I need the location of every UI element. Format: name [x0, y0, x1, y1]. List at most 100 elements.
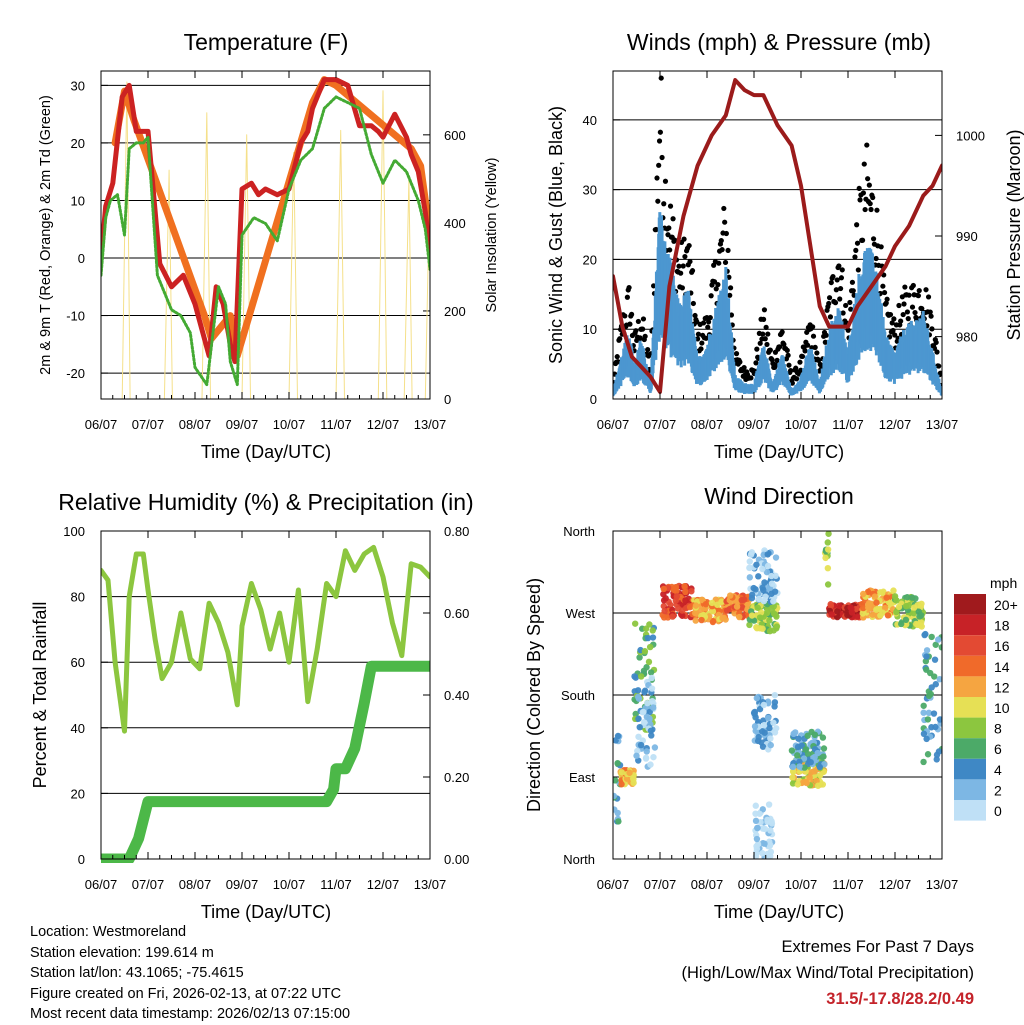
gust-dot	[901, 301, 906, 306]
gust-dot	[657, 138, 662, 143]
direction-point	[795, 781, 801, 787]
winds-ytick-label: 30	[583, 183, 597, 198]
winds-ytick-right-label: 980	[956, 330, 978, 345]
gust-dot	[870, 195, 875, 200]
direction-point	[638, 673, 644, 679]
temperature-title: Temperature (F)	[184, 29, 349, 55]
gust-dot	[764, 342, 769, 347]
direction-point	[883, 594, 889, 600]
direction-point	[834, 608, 840, 614]
temperature-ytick-right-label: 200	[444, 304, 466, 319]
direction-point	[934, 756, 940, 762]
direction-point	[754, 825, 760, 831]
station-elevation: Station elevation: 199.614 m	[30, 943, 350, 964]
direction-point	[757, 625, 763, 631]
direction-point	[721, 615, 727, 621]
gust-dot	[923, 287, 928, 292]
temperature-xtick-label: 09/07	[226, 417, 259, 432]
direction-point	[931, 710, 937, 716]
gust-dot	[856, 267, 861, 272]
direction-point	[681, 583, 687, 589]
direction-point	[650, 634, 656, 640]
direction-point	[918, 601, 924, 607]
gust-dot	[734, 351, 739, 356]
gust-dot	[753, 360, 758, 365]
gust-dot	[715, 282, 720, 287]
direction-point	[619, 769, 625, 775]
gust-dot	[833, 300, 838, 305]
direction-point	[644, 700, 650, 706]
gust-dot	[879, 244, 884, 249]
direction-point	[811, 754, 817, 760]
gust-dot	[754, 347, 759, 352]
extremes-values: 31.5/-17.8/28.2/0.49	[681, 986, 974, 1012]
gust-dot	[851, 288, 856, 293]
direction-point	[640, 709, 646, 715]
gust-dot	[841, 310, 846, 315]
temperature-ytick-label: 10	[71, 193, 85, 208]
direction-xtick-label: 06/07	[597, 877, 630, 892]
gust-dot	[748, 375, 753, 380]
gust-dot	[838, 286, 843, 291]
gust-dot	[890, 328, 895, 333]
colorbar-swatch	[954, 594, 986, 615]
gust-dot	[721, 206, 726, 211]
humidity-ytick-right-label: 0.20	[444, 770, 469, 785]
direction-point	[710, 619, 716, 625]
gust-dot	[855, 241, 860, 246]
direction-point	[754, 836, 760, 842]
winds-ylabel-left: Sonic Wind & Gust (Blue, Black)	[546, 106, 566, 364]
gust-dot	[885, 297, 890, 302]
direction-ytick-label: East	[569, 770, 595, 785]
direction-point	[635, 687, 641, 693]
gust-dot	[764, 325, 769, 330]
gust-dot	[836, 263, 841, 268]
gust-dot	[640, 327, 645, 332]
gust-dot	[839, 275, 844, 280]
gust-dot	[691, 301, 696, 306]
gust-dot	[708, 315, 713, 320]
direction-point	[703, 601, 709, 607]
direction-ylabel-left: Direction (Colored By Speed)	[524, 578, 544, 812]
direction-point	[877, 612, 883, 618]
colorbar-swatch	[954, 779, 986, 800]
gust-dot	[627, 322, 632, 327]
gust-dot	[681, 237, 686, 242]
gust-dot	[728, 285, 733, 290]
direction-point	[790, 764, 796, 770]
direction-point	[768, 849, 774, 855]
direction-point	[836, 602, 842, 608]
extremes-heading: Extremes For Past 7 Days	[681, 934, 974, 960]
direction-point	[771, 627, 777, 633]
humidity-ytick-right-label: 0.00	[444, 852, 469, 867]
gust-dot	[641, 316, 646, 321]
gust-dot	[785, 348, 790, 353]
gust-dot	[911, 283, 916, 288]
direction-point	[928, 634, 934, 640]
direction-point	[773, 554, 779, 560]
gust-dot	[810, 324, 815, 329]
humidity-ytick-right-label: 0.80	[444, 524, 469, 539]
winds-xtick-label: 10/07	[785, 417, 818, 432]
colorbar-label: 6	[994, 741, 1002, 757]
gust-dot	[667, 247, 672, 252]
gust-dot	[907, 293, 912, 298]
humidity-title: Relative Humidity (%) & Precipitation (i…	[58, 489, 473, 515]
direction-point	[932, 656, 938, 662]
direction-point	[803, 746, 809, 752]
direction-point	[772, 692, 778, 698]
gust-dot	[857, 197, 862, 202]
direction-point	[767, 735, 773, 741]
direction-xtick-label: 11/07	[832, 877, 864, 892]
winds-ytick-label: 0	[590, 392, 597, 407]
gust-dot	[719, 238, 724, 243]
direction-ytick-label: South	[561, 688, 595, 703]
gust-dot	[860, 238, 865, 243]
direction-point	[772, 699, 778, 705]
colorbar-label: 12	[994, 679, 1010, 695]
temperature-xtick-label: 10/07	[273, 417, 306, 432]
direction-point	[755, 734, 761, 740]
direction-point	[904, 594, 910, 600]
gust-dot	[656, 163, 661, 168]
gust-dot	[643, 334, 648, 339]
